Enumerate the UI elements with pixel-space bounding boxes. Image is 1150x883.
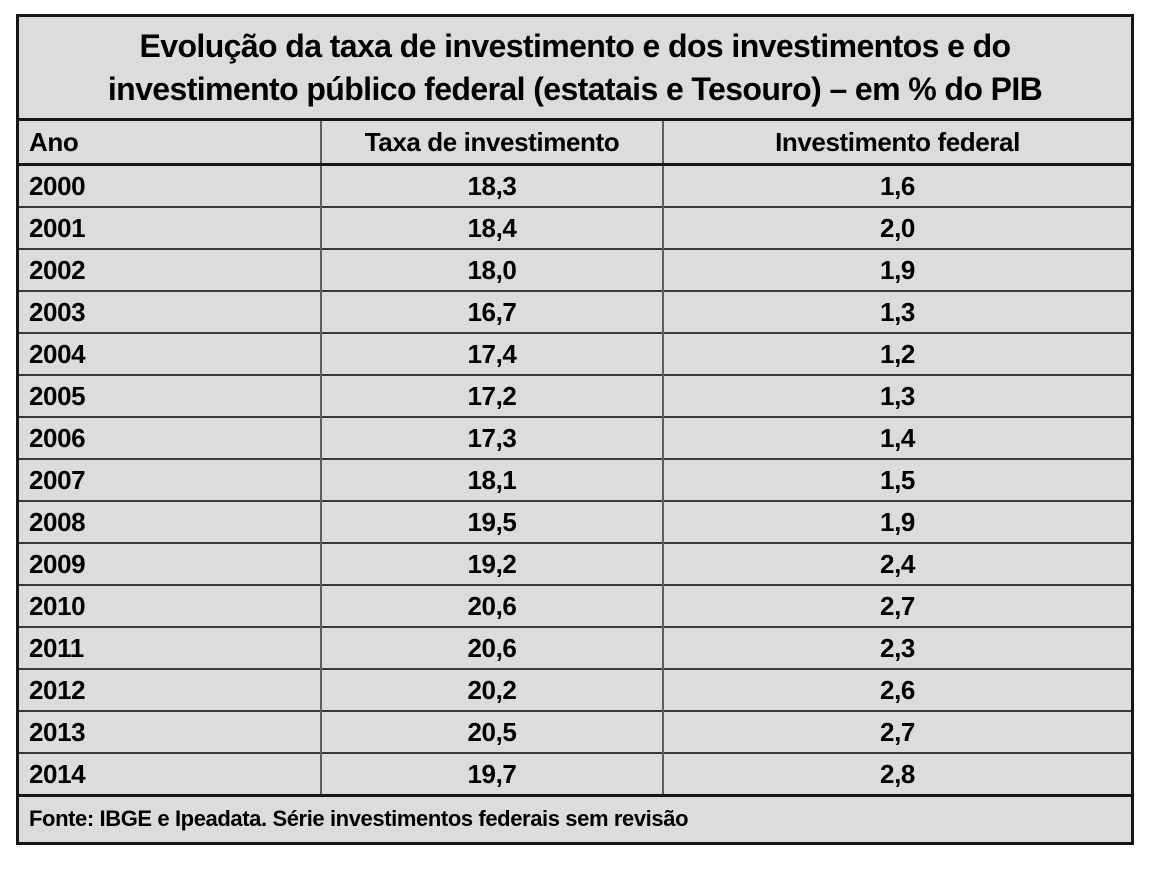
taxa-cell: 17,3 <box>320 416 663 459</box>
year-cell: 2000 <box>19 163 321 207</box>
year-cell: 2007 <box>19 458 321 501</box>
table-source-note: Fonte: IBGE e Ipeadata. Série investimen… <box>19 794 1131 842</box>
taxa-cell: 20,2 <box>320 668 663 711</box>
table-row: 2009 19,2 2,4 <box>19 542 1131 585</box>
table-header: Ano Taxa de investimento Investimento fe… <box>19 121 1131 166</box>
table-row: 2001 18,4 2,0 <box>19 206 1131 249</box>
table-row: 2011 20,6 2,3 <box>19 626 1131 669</box>
year-cell: 2005 <box>19 374 321 417</box>
taxa-cell: 17,2 <box>320 374 663 417</box>
table-title-line-1: Evolução da taxa de investimento e dos i… <box>139 28 1012 64</box>
taxa-cell: 19,5 <box>320 500 663 543</box>
table-row: 2003 16,7 1,3 <box>19 290 1131 333</box>
data-table: Ano Taxa de investimento Investimento fe… <box>19 121 1131 794</box>
taxa-cell: 19,7 <box>320 752 663 794</box>
year-cell: 2011 <box>19 626 321 669</box>
federal-cell: 1,3 <box>662 374 1131 417</box>
federal-cell: 1,6 <box>662 163 1131 207</box>
investment-table: Evolução da taxa de investimento e dos i… <box>16 14 1134 845</box>
federal-cell: 2,8 <box>662 752 1131 794</box>
taxa-cell: 20,5 <box>320 710 663 753</box>
federal-cell: 1,5 <box>662 458 1131 501</box>
table-row: 2010 20,6 2,7 <box>19 584 1131 627</box>
federal-cell: 2,4 <box>662 542 1131 585</box>
taxa-cell: 18,1 <box>320 458 663 501</box>
taxa-cell: 18,0 <box>320 248 663 291</box>
year-cell: 2009 <box>19 542 321 585</box>
year-cell: 2014 <box>19 752 321 794</box>
table-row: 2012 20,2 2,6 <box>19 668 1131 711</box>
table-row: 2005 17,2 1,3 <box>19 374 1131 417</box>
table-row: 2004 17,4 1,2 <box>19 332 1131 375</box>
taxa-cell: 17,4 <box>320 332 663 375</box>
column-header-ano: Ano <box>19 121 321 166</box>
header-row: Ano Taxa de investimento Investimento fe… <box>19 121 1131 166</box>
federal-cell: 2,3 <box>662 626 1131 669</box>
federal-cell: 1,9 <box>662 248 1131 291</box>
table-row: 2006 17,3 1,4 <box>19 416 1131 459</box>
table-row: 2013 20,5 2,7 <box>19 710 1131 753</box>
year-cell: 2002 <box>19 248 321 291</box>
year-cell: 2012 <box>19 668 321 711</box>
taxa-cell: 19,2 <box>320 542 663 585</box>
taxa-cell: 20,6 <box>320 626 663 669</box>
column-header-taxa-de-investimento: Taxa de investimento <box>320 121 663 166</box>
taxa-cell: 16,7 <box>320 290 663 333</box>
year-cell: 2004 <box>19 332 321 375</box>
federal-cell: 2,7 <box>662 584 1131 627</box>
year-cell: 2003 <box>19 290 321 333</box>
table-row: 2008 19,5 1,9 <box>19 500 1131 543</box>
federal-cell: 1,9 <box>662 500 1131 543</box>
table-row: 2007 18,1 1,5 <box>19 458 1131 501</box>
year-cell: 2006 <box>19 416 321 459</box>
federal-cell: 2,7 <box>662 710 1131 753</box>
table-body: 2000 18,3 1,6 2001 18,4 2,0 2002 18,0 1,9 2003 16,… <box>19 163 1131 794</box>
column-header-investimento-federal: Investimento federal <box>662 121 1131 166</box>
year-cell: 2010 <box>19 584 321 627</box>
table-row: 2002 18,0 1,9 <box>19 248 1131 291</box>
table-row: 2000 18,3 1,6 <box>19 163 1131 207</box>
year-cell: 2008 <box>19 500 321 543</box>
federal-cell: 2,6 <box>662 668 1131 711</box>
table-title: Evolução da taxa de investimento e dos i… <box>19 17 1131 121</box>
federal-cell: 1,2 <box>662 332 1131 375</box>
federal-cell: 1,3 <box>662 290 1131 333</box>
table-title-line-2: investimento público federal (estatais e… <box>107 71 1043 107</box>
federal-cell: 2,0 <box>662 206 1131 249</box>
table-row: 2014 19,7 2,8 <box>19 752 1131 794</box>
year-cell: 2001 <box>19 206 321 249</box>
taxa-cell: 18,4 <box>320 206 663 249</box>
year-cell: 2013 <box>19 710 321 753</box>
federal-cell: 1,4 <box>662 416 1131 459</box>
taxa-cell: 20,6 <box>320 584 663 627</box>
taxa-cell: 18,3 <box>320 163 663 207</box>
